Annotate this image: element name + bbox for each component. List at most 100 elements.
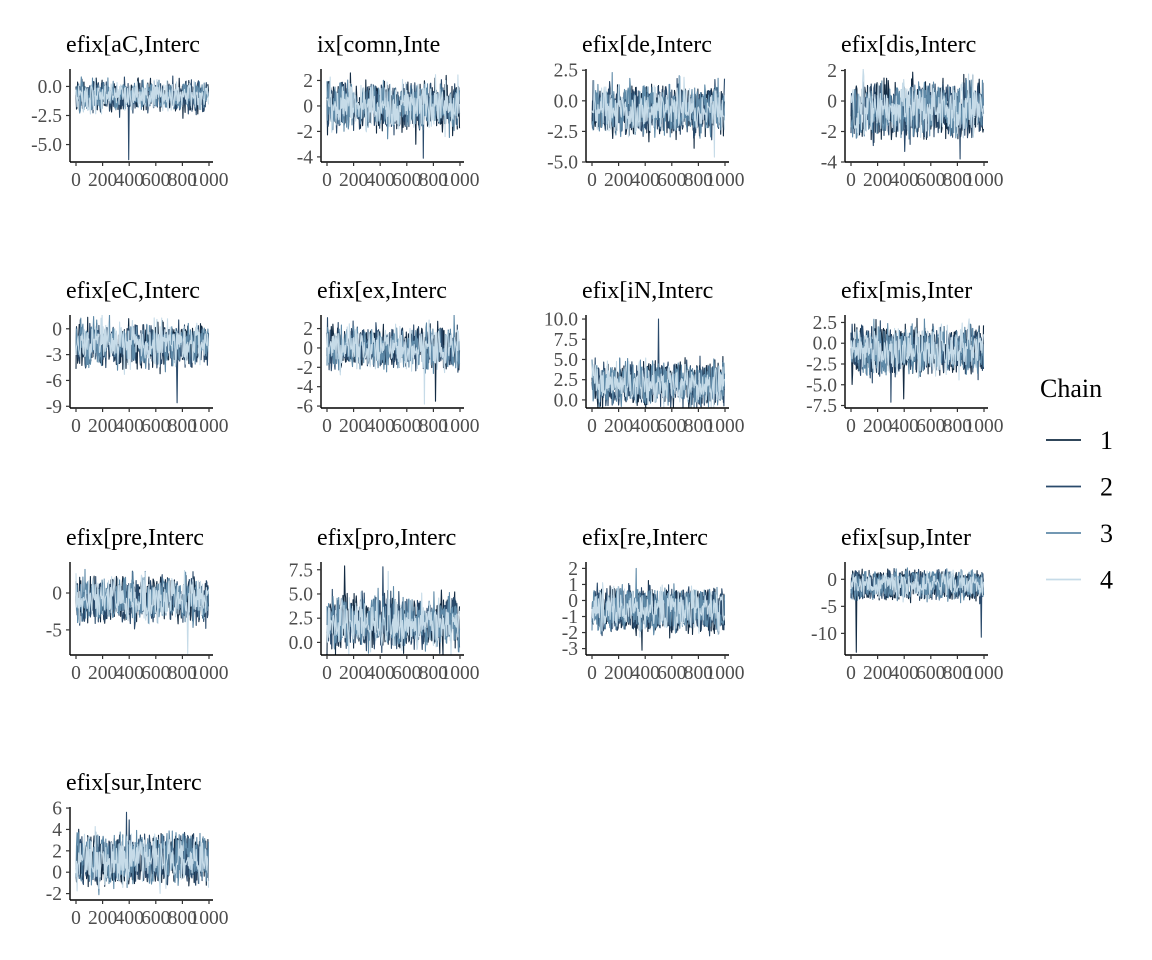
x-tick-label: 800 bbox=[168, 663, 197, 684]
panel-title: efix[re,Interc bbox=[582, 525, 708, 551]
x-tick-label: 0 bbox=[587, 170, 597, 191]
legend-keys: 1 2 3 4 bbox=[1046, 426, 1113, 595]
y-tick-label: 0.0 bbox=[289, 633, 313, 654]
x-tick-label: 800 bbox=[943, 416, 972, 437]
x-tick-label: 1000 bbox=[190, 170, 229, 191]
x-tick-label: 1000 bbox=[190, 908, 229, 929]
y-tick-label: 2.5 bbox=[813, 313, 837, 334]
x-tick-label: 600 bbox=[141, 663, 170, 684]
trace-chain-4 bbox=[850, 569, 985, 603]
trace-lines bbox=[850, 567, 985, 653]
x-tick-label: 200 bbox=[339, 170, 368, 191]
x-tick-label: 1000 bbox=[706, 663, 745, 684]
x-tick-label: 400 bbox=[115, 170, 144, 191]
x-tick-label: 200 bbox=[604, 170, 633, 191]
x-tick-label: 400 bbox=[115, 416, 144, 437]
y-tick-label: 2 bbox=[303, 319, 313, 340]
x-tick-label: 800 bbox=[168, 908, 197, 929]
panel-title: efix[aC,Interc bbox=[66, 32, 200, 58]
x-tick-label: 400 bbox=[115, 663, 144, 684]
trace-lines bbox=[326, 72, 461, 159]
x-tick-label: 1000 bbox=[965, 170, 1004, 191]
x-tick-label: 600 bbox=[392, 170, 421, 191]
x-tick-label: 200 bbox=[88, 663, 117, 684]
x-tick-label: 400 bbox=[890, 663, 919, 684]
x-tick-label: 200 bbox=[604, 663, 633, 684]
x-tick-label: 1000 bbox=[706, 170, 745, 191]
y-tick-label: 0 bbox=[827, 92, 837, 113]
y-tick-label: 2 bbox=[52, 841, 62, 862]
panel-title: efix[de,Interc bbox=[582, 32, 712, 58]
x-tick-label: 200 bbox=[863, 663, 892, 684]
trace-chain-4 bbox=[326, 570, 461, 655]
x-tick-label: 200 bbox=[604, 416, 633, 437]
trace-chain-4 bbox=[326, 74, 461, 138]
y-tick-label: 1 bbox=[568, 575, 578, 596]
y-tick-label: -3 bbox=[562, 639, 578, 660]
y-tick-label: -2 bbox=[297, 122, 313, 143]
y-tick-label: -3 bbox=[46, 345, 62, 366]
x-tick-label: 1000 bbox=[190, 663, 229, 684]
x-tick-label: 600 bbox=[916, 416, 945, 437]
x-tick-label: 400 bbox=[366, 663, 395, 684]
y-tick-label: -5.0 bbox=[547, 153, 578, 174]
legend-label: 1 bbox=[1100, 426, 1113, 455]
legend-label: 2 bbox=[1100, 473, 1113, 502]
x-tick-label: 200 bbox=[339, 416, 368, 437]
y-tick-label: -5 bbox=[46, 620, 62, 641]
y-tick-label: 5.0 bbox=[289, 584, 313, 605]
trace-chain-4 bbox=[850, 69, 985, 139]
y-tick-label: -1 bbox=[562, 607, 578, 628]
x-tick-label: 600 bbox=[916, 170, 945, 191]
trace-chain-4 bbox=[591, 357, 726, 408]
y-tick-label: -6 bbox=[46, 371, 62, 392]
x-tick-label: 1000 bbox=[706, 416, 745, 437]
trace-chain-4 bbox=[75, 315, 210, 375]
x-tick-label: 600 bbox=[657, 416, 686, 437]
x-tick-label: 600 bbox=[916, 663, 945, 684]
y-tick-label: -2 bbox=[821, 122, 837, 143]
trace-lines bbox=[75, 811, 210, 896]
x-tick-label: 600 bbox=[141, 908, 170, 929]
y-tick-label: -4 bbox=[297, 147, 313, 168]
y-tick-label: 5.0 bbox=[554, 350, 578, 371]
x-tick-label: 0 bbox=[846, 663, 856, 684]
y-tick-label: -10 bbox=[811, 624, 837, 645]
trace-lines bbox=[75, 568, 210, 655]
x-tick-label: 400 bbox=[631, 170, 660, 191]
x-tick-label: 400 bbox=[366, 416, 395, 437]
x-tick-label: 0 bbox=[322, 663, 332, 684]
panel-title: efix[pre,Interc bbox=[66, 525, 204, 551]
x-tick-label: 400 bbox=[631, 663, 660, 684]
panel-title: efix[dis,Interc bbox=[841, 32, 976, 58]
y-tick-label: -2.5 bbox=[806, 354, 837, 375]
x-tick-label: 1000 bbox=[965, 663, 1004, 684]
y-tick-label: 2 bbox=[568, 559, 578, 580]
y-tick-label: -2 bbox=[562, 623, 578, 644]
y-tick-label: -9 bbox=[46, 397, 62, 418]
y-tick-label: -2 bbox=[297, 358, 313, 379]
x-tick-label: 200 bbox=[88, 416, 117, 437]
x-tick-label: 0 bbox=[322, 170, 332, 191]
y-tick-label: 4 bbox=[52, 820, 62, 841]
x-tick-label: 600 bbox=[657, 170, 686, 191]
trace-chain-4 bbox=[75, 826, 210, 894]
trace-lines bbox=[591, 318, 726, 408]
y-tick-label: 0.0 bbox=[813, 334, 837, 355]
x-tick-label: 800 bbox=[943, 170, 972, 191]
x-tick-label: 800 bbox=[684, 416, 713, 437]
panel-title: ix[comn,Inte bbox=[317, 32, 440, 58]
x-tick-label: 200 bbox=[863, 170, 892, 191]
panel-title: efix[sur,Interc bbox=[66, 770, 202, 796]
y-tick-label: 0.0 bbox=[554, 91, 578, 112]
legend-label: 3 bbox=[1100, 519, 1113, 548]
x-tick-label: 200 bbox=[863, 416, 892, 437]
trace-chain-4 bbox=[591, 75, 726, 158]
x-tick-label: 0 bbox=[71, 908, 81, 929]
x-tick-label: 0 bbox=[846, 416, 856, 437]
